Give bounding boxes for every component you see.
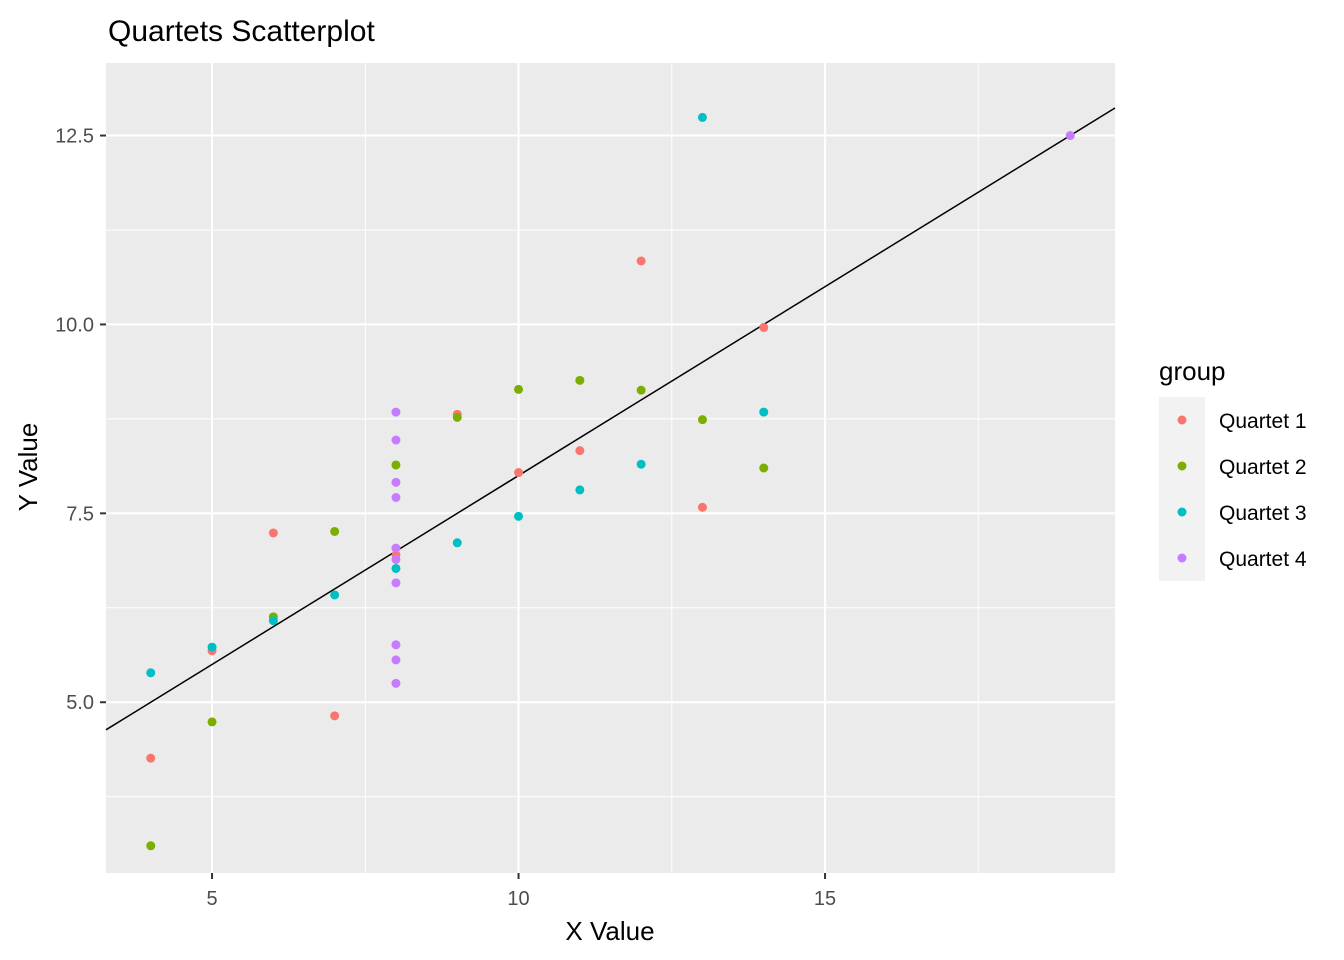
y-tick-label: 5.0 [66, 692, 94, 714]
x-tick-label: 10 [507, 888, 529, 910]
data-point [391, 543, 401, 553]
legend-label: Quartet 3 [1219, 502, 1307, 525]
data-point [207, 642, 217, 652]
data-point [391, 492, 401, 502]
data-point [391, 477, 401, 487]
legend-key [1177, 461, 1187, 471]
reference-line-layer [105, 107, 1116, 731]
data-point [207, 717, 217, 727]
data-point [636, 256, 646, 266]
reference-line [105, 107, 1116, 731]
legend-items: Quartet 1 Quartet 2 Quartet 3 Quartet 4 [1177, 410, 1307, 571]
data-point [697, 502, 707, 512]
x-tick-label: 5 [206, 888, 217, 910]
y-tick-label: 7.5 [66, 503, 94, 525]
data-point [452, 412, 462, 422]
series-1 [146, 256, 769, 763]
data-point [268, 528, 278, 538]
data-point [391, 563, 401, 573]
data-point [575, 446, 585, 456]
x-axis-ticks: 5 10 15 [206, 873, 836, 910]
legend-label: Quartet 1 [1219, 410, 1307, 433]
data-point [575, 375, 585, 385]
data-point [391, 578, 401, 588]
plot-panel [106, 63, 1115, 873]
data-point [575, 485, 585, 495]
data-point [759, 322, 769, 332]
series-4 [391, 131, 1075, 688]
data-point [268, 616, 278, 626]
data-point [146, 753, 156, 763]
major-gridlines [106, 63, 1115, 873]
y-tick-label: 10.0 [55, 314, 94, 336]
x-axis-title: X Value [565, 916, 654, 946]
data-point [330, 711, 340, 721]
data-point [514, 384, 524, 394]
legend-label: Quartet 4 [1219, 548, 1307, 571]
data-point [391, 460, 401, 470]
data-point [391, 554, 401, 564]
data-point [330, 590, 340, 600]
legend-key-background [1159, 397, 1205, 581]
series-3 [146, 112, 769, 678]
data-point [330, 526, 340, 536]
y-axis-ticks: 5.0 7.5 10.0 12.5 [55, 126, 106, 714]
data-point [391, 435, 401, 445]
data-point [1065, 131, 1075, 141]
data-point [636, 459, 646, 469]
legend-key [1177, 553, 1187, 563]
data-point [697, 112, 707, 122]
data-point [391, 655, 401, 665]
data-points [146, 112, 1075, 851]
y-tick-label: 12.5 [55, 126, 94, 148]
legend-label: Quartet 2 [1219, 456, 1307, 479]
data-point [697, 415, 707, 425]
legend-title: group [1159, 356, 1226, 386]
chart-title: Quartets Scatterplot [108, 15, 375, 48]
legend-key [1177, 415, 1187, 425]
data-point [146, 841, 156, 851]
data-point [514, 511, 524, 521]
x-tick-label: 15 [814, 888, 836, 910]
data-point [391, 640, 401, 650]
data-point [759, 407, 769, 417]
data-point [391, 407, 401, 417]
data-point [514, 468, 524, 478]
legend-key [1177, 507, 1187, 517]
data-point [759, 463, 769, 473]
data-point [391, 678, 401, 688]
data-point [146, 668, 156, 678]
data-point [636, 385, 646, 395]
y-axis-title: Y Value [13, 423, 43, 512]
data-point [452, 538, 462, 548]
